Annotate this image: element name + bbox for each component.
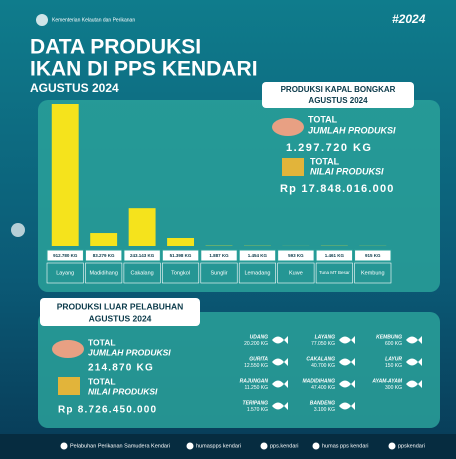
species-name: LAYANG	[315, 334, 335, 340]
total-label: TOTAL	[88, 337, 116, 347]
x-tick-label: Lemadang	[244, 270, 270, 276]
species-amount: 20.200 KG	[244, 341, 268, 347]
value-label: 51.398 KG	[170, 253, 192, 258]
icon	[272, 118, 304, 136]
icon	[58, 377, 80, 395]
value-label: 912.780 KG	[53, 253, 78, 258]
section-title: PRODUKSI LUAR PELABUHAN	[57, 301, 184, 311]
species-name: MADIDIHANG	[303, 378, 336, 384]
species-amount: 11.250 KG	[244, 385, 268, 391]
icon	[282, 158, 304, 176]
infographic: Kementerian Kelautan dan Perikanan #2024 D…	[0, 0, 456, 459]
value-label: 1.454 KG	[248, 253, 268, 258]
x-tick-label: Tuna MT Besar	[319, 270, 350, 275]
footer-link: pps.kendari	[270, 443, 298, 449]
x-tick-label: Kembung	[361, 270, 385, 276]
species-amount: 150 KG	[385, 363, 402, 369]
chart-subtitle: AGUSTUS 2024	[308, 96, 368, 105]
value-label: 83.279 KG	[93, 253, 115, 258]
page-title: DATA PRODUKSI	[30, 36, 201, 59]
species-amount: 3.100 KG	[314, 407, 335, 413]
bar	[90, 233, 117, 246]
value-label: 915 KG	[365, 253, 381, 258]
species-amount: 47.400 KG	[311, 385, 335, 391]
species-name: BANDENG	[310, 400, 335, 406]
page-period: AGUSTUS 2024	[30, 81, 119, 95]
social-icon	[61, 443, 68, 450]
species-name: AYAM-AYAM	[371, 378, 402, 384]
bar	[52, 104, 79, 246]
footer-link: ppskendari	[398, 443, 425, 449]
species-amount: 1.570 KG	[247, 407, 268, 413]
total-volume: 214.870 KG	[88, 363, 154, 374]
x-tick-label: Cakalang	[130, 270, 153, 276]
species-amount: 77.050 KG	[311, 341, 335, 347]
social-icon	[389, 443, 396, 450]
section-subtitle: AGUSTUS 2024	[89, 313, 152, 323]
social-icon	[187, 443, 194, 450]
species-name: RAJUNGAN	[240, 378, 269, 384]
species-amount: 600 KG	[385, 341, 402, 347]
total-label: TOTAL	[310, 156, 340, 166]
species-amount: 300 KG	[385, 385, 402, 391]
value-label: 1.461 KG	[325, 253, 345, 258]
species-amount: 12.550 KG	[244, 363, 268, 369]
icon	[52, 340, 84, 358]
value-label: 243.143 KG	[130, 253, 155, 258]
page-title: IKAN DI PPS KENDARI	[30, 58, 258, 81]
total-label: JUMLAH PRODUKSI	[308, 125, 396, 135]
footer-link: humas pps kendari	[322, 443, 368, 449]
species-name: GURITA	[249, 356, 268, 362]
total-value: Rp 8.726.450.000	[58, 405, 157, 416]
logo	[36, 14, 48, 26]
x-tick-label: Kuwe	[289, 270, 303, 276]
footer-link: Pelabuhan Perikanan Samudera Kendari	[70, 443, 170, 449]
x-tick-label: Madidihang	[89, 270, 117, 276]
value-label: 1.887 KG	[209, 253, 229, 258]
footer-link: humaspps kendari	[196, 443, 241, 449]
species-name: CAKALANG	[306, 356, 335, 362]
species-name: UDANG	[250, 334, 268, 340]
species-name: TERIPANG	[243, 400, 269, 406]
chart-title: PRODUKSI KAPAL BONGKAR	[281, 85, 396, 94]
total-label: NILAI PRODUKSI	[88, 386, 158, 396]
value-label: 593 KG	[288, 253, 304, 258]
total-label: TOTAL	[308, 114, 338, 124]
total-label: TOTAL	[88, 376, 116, 386]
total-value: Rp 17.848.016.000	[280, 183, 395, 195]
social-icon	[313, 443, 320, 450]
carousel-button[interactable]	[11, 223, 25, 237]
species-amount: 40.700 KG	[311, 363, 335, 369]
social-icon	[261, 443, 268, 450]
ministry-name: Kementerian Kelautan dan Perikanan	[52, 17, 135, 23]
species-name: LAYUR	[385, 356, 402, 362]
x-tick-label: Layang	[56, 270, 74, 276]
bar	[167, 238, 194, 246]
total-label: NILAI PRODUKSI	[310, 166, 384, 176]
x-tick-label: Sunglir	[210, 270, 227, 276]
species-name: KEMBUNG	[376, 334, 402, 340]
hashtag: #2024	[392, 12, 426, 26]
total-volume: 1.297.720 KG	[286, 142, 373, 154]
bar	[129, 208, 156, 246]
x-tick-label: Tongkol	[171, 270, 190, 276]
total-label: JUMLAH PRODUKSI	[88, 347, 171, 357]
